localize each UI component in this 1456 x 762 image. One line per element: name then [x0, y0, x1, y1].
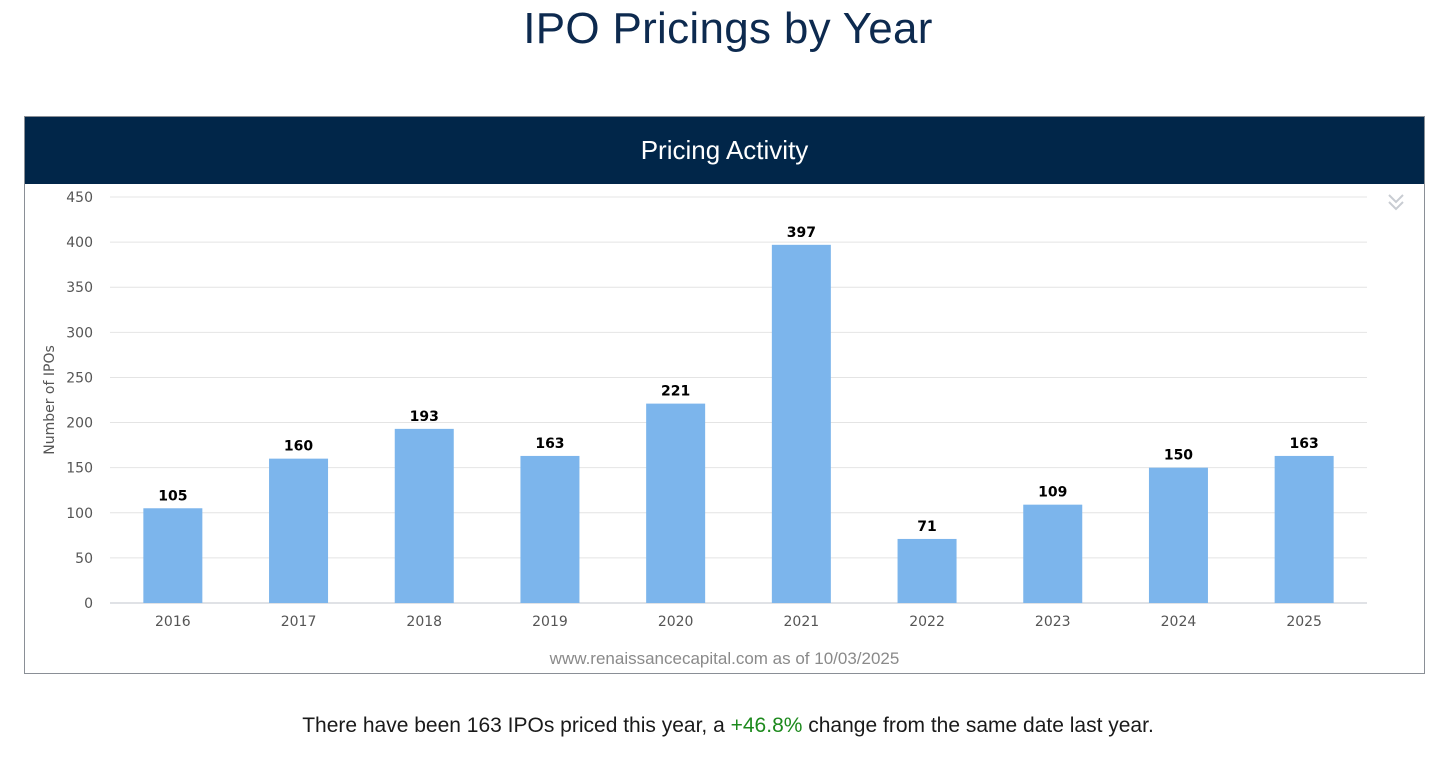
- y-tick-label: 250: [66, 370, 93, 386]
- data-label: 105: [158, 488, 187, 504]
- y-tick-label: 50: [75, 551, 93, 567]
- bar: [1274, 455, 1334, 603]
- y-tick-label: 450: [66, 190, 93, 206]
- x-tick-label: 2024: [1161, 614, 1197, 630]
- double-chevron-down-icon[interactable]: [1386, 191, 1406, 213]
- x-tick-label: 2025: [1286, 614, 1322, 630]
- chart-panel: Pricing Activity 0 50 100 150 200 250 300 350 40…: [24, 116, 1425, 674]
- x-tick-label: 2017: [281, 614, 317, 630]
- bar-chart: 0 50 100 150 200 250 300 350 400 450 Number of IPO…: [42, 190, 1367, 630]
- data-label: 163: [1290, 436, 1319, 452]
- bar: [897, 538, 957, 603]
- data-label: 163: [535, 436, 564, 452]
- x-tick-label: 2023: [1035, 614, 1071, 630]
- y-tick-label: 0: [84, 596, 93, 612]
- x-tick-label: 2021: [784, 614, 820, 630]
- y-axis-label: Number of IPOs: [42, 345, 58, 455]
- bar: [1023, 504, 1083, 603]
- summary-prefix: There have been 163 IPOs priced this yea…: [302, 714, 731, 737]
- panel-header: Pricing Activity: [25, 117, 1424, 184]
- x-tick-label: 2022: [909, 614, 945, 630]
- data-label: 193: [410, 409, 439, 425]
- summary-suffix: change from the same date last year.: [802, 714, 1154, 737]
- summary-text: There have been 163 IPOs priced this yea…: [0, 714, 1456, 738]
- y-tick-label: 350: [66, 280, 93, 296]
- x-tick-label: 2016: [155, 614, 191, 630]
- y-tick-label: 200: [66, 416, 93, 432]
- bar: [646, 403, 706, 603]
- y-tick-label: 400: [66, 235, 93, 251]
- bar: [269, 458, 329, 603]
- bar: [1148, 467, 1208, 603]
- x-tick-label: 2019: [532, 614, 568, 630]
- x-tick-label: 2018: [406, 614, 442, 630]
- data-label: 160: [284, 439, 313, 455]
- bar: [520, 455, 580, 603]
- page-title: IPO Pricings by Year: [523, 4, 933, 53]
- x-tick-label: 2020: [658, 614, 694, 630]
- data-label: 109: [1038, 485, 1067, 501]
- bar: [771, 244, 831, 603]
- data-label: 71: [917, 519, 936, 535]
- data-label: 221: [661, 384, 690, 400]
- percent-change: +46.8%: [730, 714, 803, 737]
- y-tick-label: 100: [66, 506, 93, 522]
- bar: [143, 508, 203, 603]
- y-tick-label: 150: [66, 461, 93, 477]
- data-label: 397: [787, 225, 816, 241]
- bar: [394, 428, 454, 603]
- y-tick-label: 300: [66, 325, 93, 341]
- data-label: 150: [1164, 448, 1193, 464]
- source-note: www.renaissancecapital.com as of 10/03/2…: [549, 649, 900, 668]
